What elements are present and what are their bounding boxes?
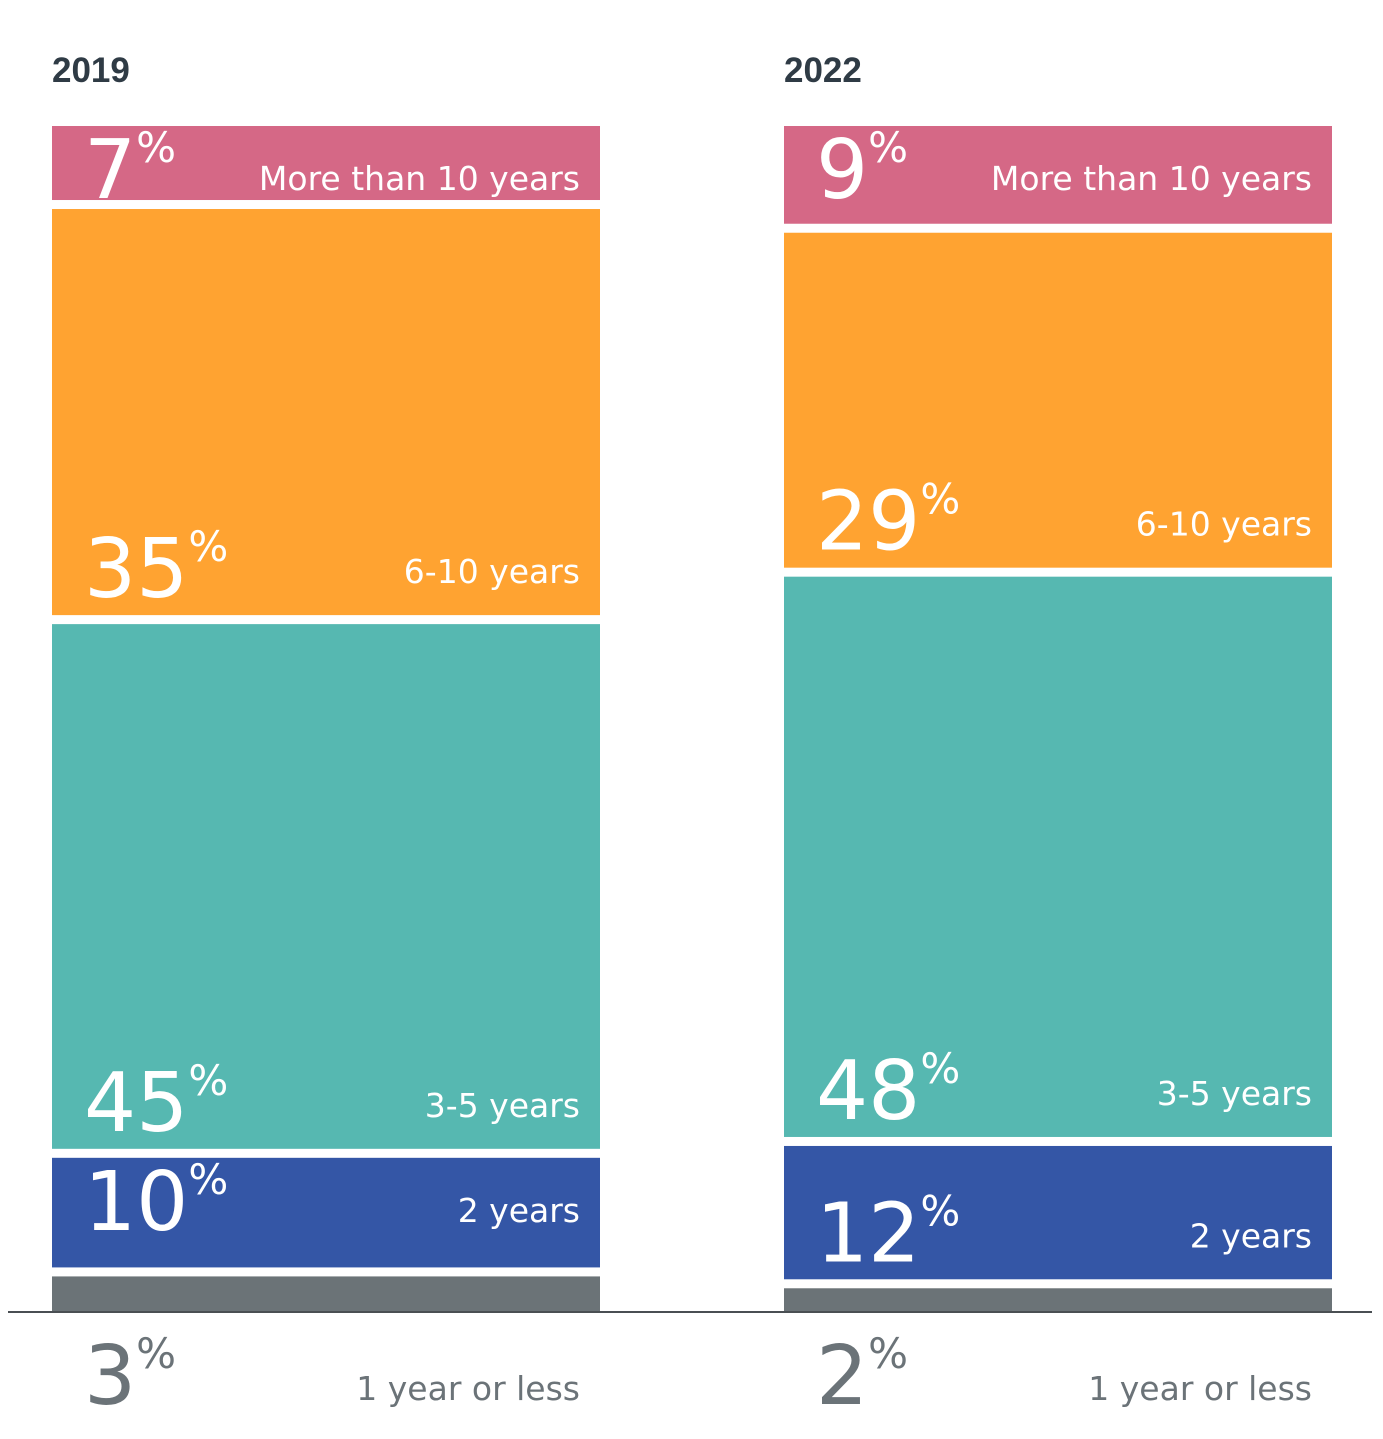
percent-sign: %: [188, 1056, 228, 1105]
segment-label: 1 year or less: [1088, 1369, 1312, 1408]
percent-sign: %: [920, 1186, 960, 1235]
value-number: 2: [816, 1329, 868, 1424]
value-label: 3%: [84, 1329, 176, 1424]
segment-label: 1 year or less: [356, 1369, 580, 1408]
value-number: 3: [84, 1329, 136, 1424]
bar-segment-more-than-10-years: [52, 126, 600, 201]
value-number: 7: [84, 123, 136, 218]
percent-sign: %: [920, 1044, 960, 1093]
value-label: 9%: [816, 123, 908, 218]
bar-segment-more-than-10-years: [784, 126, 1332, 224]
percent-sign: %: [920, 475, 960, 524]
bar-segment-1-year-or-less: [784, 1288, 1332, 1312]
column-title: 2019: [52, 51, 130, 90]
value-label: 7%: [84, 123, 176, 218]
bar-segment-2-years: [52, 1157, 600, 1268]
value-label: 48%: [816, 1044, 960, 1139]
segment-label: 3-5 years: [1157, 1074, 1312, 1113]
bar-segment-1-year-or-less: [52, 1276, 600, 1312]
segment-label: 6-10 years: [1136, 505, 1312, 544]
segment-label: 2 years: [458, 1191, 580, 1230]
bar-segment-3-5-years: [52, 624, 600, 1149]
percent-sign: %: [868, 1329, 908, 1378]
bar-column-2019: 2019 3% 1 year or less 10% 2 years 45% 3-5 yea…: [52, 51, 600, 1424]
bar-segment-2-years: [784, 1145, 1332, 1280]
value-number: 35: [84, 522, 188, 617]
bar-segment-6-10-years: [784, 232, 1332, 568]
value-label: 45%: [84, 1056, 228, 1151]
percent-sign: %: [136, 123, 176, 172]
percent-sign: %: [136, 1329, 176, 1378]
bar-segment-3-5-years: [784, 576, 1332, 1137]
value-label: 2%: [816, 1329, 908, 1424]
segment-label: 6-10 years: [404, 552, 580, 591]
percent-sign: %: [188, 1155, 228, 1204]
value-label: 12%: [816, 1186, 960, 1281]
bar-segment-6-10-years: [52, 209, 600, 616]
column-title: 2022: [784, 51, 862, 90]
value-label: 29%: [816, 475, 960, 570]
percent-sign: %: [188, 522, 228, 571]
segment-label: More than 10 years: [259, 159, 580, 198]
percent-sign: %: [868, 123, 908, 172]
value-number: 10: [84, 1155, 188, 1250]
bar-column-2022: 2022 2% 1 year or less 12% 2 years 48% 3-5 yea…: [784, 51, 1332, 1424]
value-number: 48: [816, 1044, 920, 1139]
segment-label: More than 10 years: [991, 159, 1312, 198]
value-number: 12: [816, 1186, 920, 1281]
value-number: 45: [84, 1056, 188, 1151]
value-label: 10%: [84, 1155, 228, 1250]
segment-label: 2 years: [1190, 1216, 1312, 1255]
value-number: 29: [816, 475, 920, 570]
value-number: 9: [816, 123, 868, 218]
segment-label: 3-5 years: [425, 1086, 580, 1125]
value-label: 35%: [84, 522, 228, 617]
